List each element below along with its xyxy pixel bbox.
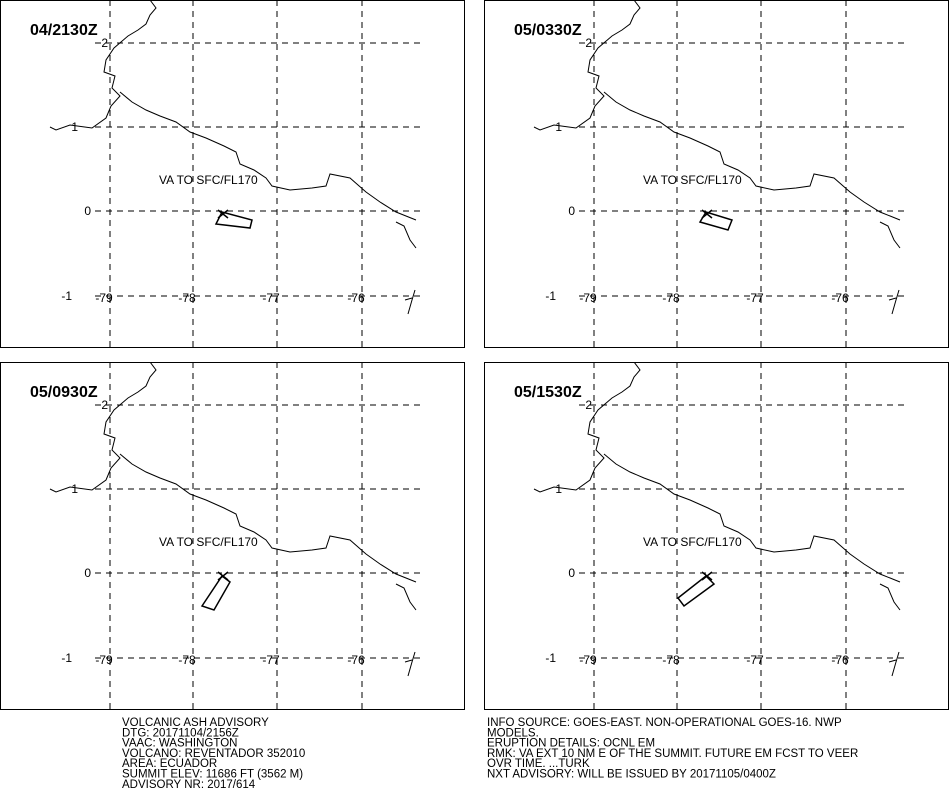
lat-label: 2 (101, 398, 108, 412)
map-panel: 2 1 0 -1 -79 -78 -77 -76 05/1530Z VA TO SFC/FL170 (484, 362, 949, 710)
lat-label: 0 (84, 566, 91, 580)
lon-label: -77 (746, 653, 764, 667)
va-label: VA TO SFC/FL170 (643, 535, 742, 549)
lon-label: -79 (95, 291, 113, 305)
lat-label: 0 (568, 204, 575, 218)
advisory-line: VOLCANO: REVENTADOR 352010 (122, 748, 305, 760)
lat-label: 2 (585, 398, 592, 412)
lat-label: -1 (545, 289, 556, 303)
volcano-mark (217, 571, 229, 581)
ash-area (676, 574, 716, 608)
coastline (119, 91, 417, 221)
panel-time: 05/0930Z (30, 384, 98, 401)
lat-label: -1 (61, 289, 72, 303)
lat-label: 2 (585, 36, 592, 50)
panel-content (49, 0, 420, 348)
advisory-line: ERUPTION DETAILS: OCNL EM (487, 738, 655, 750)
ash-area (200, 574, 231, 611)
map-mark (404, 651, 416, 677)
lon-label: -77 (262, 653, 280, 667)
lat-label: 0 (84, 204, 91, 218)
lat-label: 1 (555, 482, 562, 496)
map-mark (404, 289, 416, 315)
lon-label: -76 (831, 291, 849, 305)
lon-label: -79 (579, 291, 597, 305)
lat-label: 1 (71, 482, 78, 496)
advisory-line: SUMMIT ELEV: 11686 FT (3562 M) (122, 769, 303, 781)
panel-frame (484, 362, 949, 710)
volcano-mark (701, 571, 713, 581)
lon-label: -77 (746, 291, 764, 305)
coastline (49, 0, 157, 131)
lon-label: -79 (95, 653, 113, 667)
advisory-line: OVR TIME. ...TURK (487, 758, 590, 770)
panel-frame (0, 0, 465, 348)
va-label: VA TO SFC/FL170 (643, 173, 742, 187)
coastline (395, 221, 417, 249)
panel-content (533, 362, 904, 710)
advisory-line: VOLCANIC ASH ADVISORY (122, 717, 269, 729)
map-mark (888, 651, 900, 677)
coastline (603, 453, 901, 583)
ash-area (698, 211, 733, 231)
coastline (603, 91, 901, 221)
map-panel: 2 1 0 -1 -79 -78 -77 -76 05/0330Z VA TO SFC/FL170 (484, 0, 949, 348)
va-label: VA TO SFC/FL170 (159, 535, 258, 549)
panel-frame (484, 0, 949, 348)
lon-label: -78 (662, 291, 680, 305)
lon-label: -79 (579, 653, 597, 667)
coastline (119, 453, 417, 583)
panel-content (49, 362, 420, 710)
advisory-line: DTG: 20171104/2156Z (122, 727, 239, 739)
volcano-mark (701, 209, 713, 219)
lon-label: -78 (178, 653, 196, 667)
lat-label: 1 (71, 120, 78, 134)
lat-label: 0 (568, 566, 575, 580)
advisory-line: ADVISORY NR: 2017/614 (122, 779, 256, 791)
lat-label: 1 (555, 120, 562, 134)
advisory-line: NXT ADVISORY: WILL BE ISSUED BY 20171105… (487, 769, 776, 781)
coastline (879, 221, 901, 249)
map-mark (888, 289, 900, 315)
advisory-line: RMK: VA EXT 10 NM E OF THE SUMMIT. FUTUR… (487, 748, 858, 760)
coastline (533, 362, 641, 493)
advisory-line: AREA: ECUADOR (122, 758, 217, 770)
map-panel: 2 1 0 -1 -79 -78 -77 -76 04/2130Z VA TO SFC/FL170 (0, 0, 465, 348)
panel-time: 05/1530Z (514, 384, 582, 401)
lat-label: -1 (545, 651, 556, 665)
va-label: VA TO SFC/FL170 (159, 173, 258, 187)
coastline (49, 362, 157, 493)
panel-frame (0, 362, 465, 710)
advisory-line: MODELS. (487, 727, 539, 739)
coastline (533, 0, 641, 131)
lon-label: -76 (347, 291, 365, 305)
map-panel: 2 1 0 -1 -79 -78 -77 -76 05/0930Z VA TO SFC/FL170 (0, 362, 465, 710)
lon-label: -78 (178, 291, 196, 305)
lon-label: -76 (831, 653, 849, 667)
advisory-line: VAAC: WASHINGTON (122, 738, 237, 750)
lon-label: -77 (262, 291, 280, 305)
panel-time: 05/0330Z (514, 22, 582, 39)
lon-label: -78 (662, 653, 680, 667)
lat-label: 2 (101, 36, 108, 50)
panel-content (533, 0, 904, 348)
lat-label: -1 (61, 651, 72, 665)
panel-time: 04/2130Z (30, 22, 98, 39)
coastline (879, 583, 901, 611)
volcano-mark (217, 209, 229, 219)
coastline (395, 583, 417, 611)
advisory-line: INFO SOURCE: GOES-EAST. NON-OPERATIONAL … (487, 717, 842, 729)
lon-label: -76 (347, 653, 365, 667)
